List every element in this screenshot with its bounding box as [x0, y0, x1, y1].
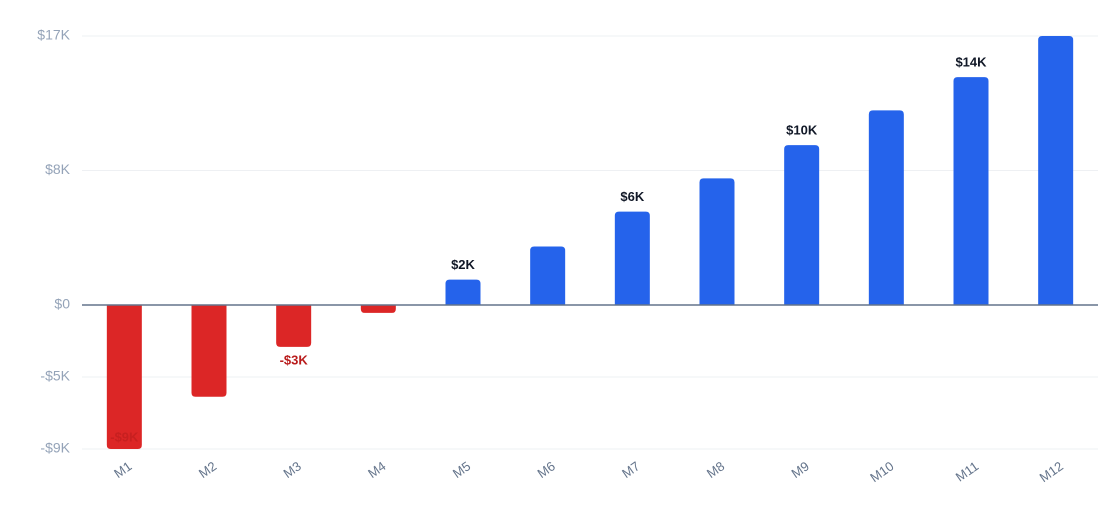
x-tick-label: M7: [619, 458, 642, 481]
x-tick-label: M11: [953, 458, 982, 484]
bar: [784, 145, 820, 306]
x-tick-label: M3: [281, 458, 304, 481]
bar: [614, 211, 650, 306]
bar: [699, 178, 735, 306]
bar: [106, 305, 142, 449]
value-label: $10K: [786, 123, 818, 138]
x-tick-label: M8: [704, 458, 727, 481]
bar: [868, 110, 904, 306]
bar: [191, 305, 227, 397]
x-tick-label: M5: [450, 458, 473, 481]
value-label: $2K: [451, 257, 475, 272]
value-label: $14K: [955, 55, 987, 70]
y-tick-label: -$5K: [40, 368, 70, 384]
x-tick-label: M1: [111, 458, 134, 481]
value-label: $6K: [620, 189, 644, 204]
value-label: -$9K: [110, 429, 139, 444]
bar: [1038, 36, 1074, 306]
bar: [953, 77, 989, 306]
y-tick-label: $17K: [37, 27, 70, 43]
x-tick-label: M6: [535, 458, 558, 481]
x-tick-label: M12: [1037, 458, 1066, 485]
bar: [445, 279, 481, 306]
y-tick-label: -$9K: [40, 440, 70, 456]
bar: [360, 305, 396, 313]
bar: [530, 246, 566, 306]
x-tick-label: M9: [789, 458, 812, 481]
y-tick-label: $8K: [45, 161, 71, 177]
value-label: -$3K: [280, 352, 309, 367]
x-tick-label: M4: [365, 458, 388, 481]
x-tick-label: M2: [196, 458, 219, 481]
bar: [276, 305, 312, 347]
x-tick-label: M10: [867, 458, 896, 485]
y-tick-label: $0: [54, 296, 70, 312]
